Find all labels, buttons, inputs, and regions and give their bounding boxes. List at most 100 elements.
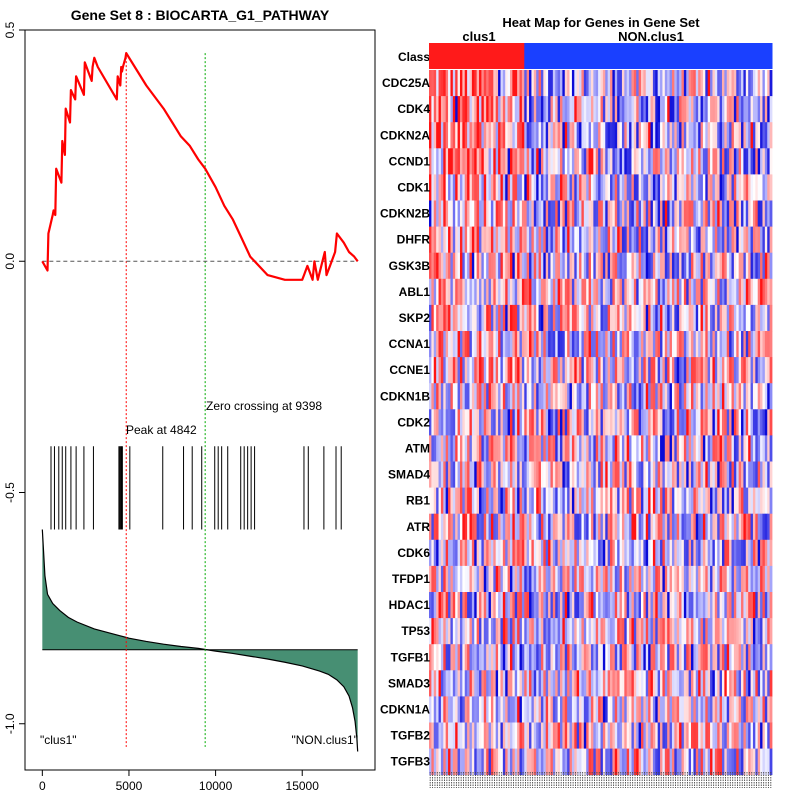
heatmap-cell — [493, 487, 497, 515]
heatmap-cell — [448, 748, 451, 776]
heatmap-cell — [769, 461, 773, 488]
heatmap-cell — [636, 618, 640, 645]
heatmap-cell — [509, 174, 513, 201]
heatmap-cell — [676, 722, 680, 749]
heatmap-cell — [514, 487, 518, 515]
heatmap-cell — [605, 565, 609, 593]
heatmap-cell — [590, 252, 594, 280]
heatmap-cell — [550, 696, 554, 723]
heatmap-cell — [691, 122, 694, 149]
heatmap-cell — [724, 148, 728, 175]
heatmap-cell — [469, 252, 473, 280]
heatmap-cell — [683, 539, 687, 567]
heatmap-cell — [526, 435, 530, 462]
heatmap-cell — [619, 461, 623, 488]
heatmap-cell — [467, 226, 470, 254]
heatmap-cell — [557, 252, 561, 280]
heatmap-cell — [631, 644, 635, 671]
heatmap-cell — [581, 461, 585, 488]
heatmap-cell — [633, 70, 637, 97]
heatmap-cell — [633, 304, 637, 332]
heatmap-cell — [560, 722, 563, 749]
heatmap-cell — [538, 487, 542, 515]
heatmap-cell — [440, 331, 444, 358]
heatmap-cell — [643, 409, 647, 436]
heatmap-cell — [512, 278, 516, 306]
heatmap-cell — [748, 252, 751, 280]
heatmap-cell — [509, 565, 513, 593]
heatmap-cell — [645, 696, 649, 723]
heatmap-cell — [476, 226, 480, 254]
heatmap-cell — [498, 513, 501, 541]
heatmap-cell — [531, 644, 535, 671]
heatmap-cell — [436, 331, 439, 358]
heatmap-cell — [629, 174, 632, 201]
heatmap-cell — [495, 357, 499, 384]
ranked-metric-area — [42, 529, 358, 752]
heatmap-cell — [719, 174, 723, 201]
heatmap-cell — [600, 748, 604, 776]
heatmap-cell — [705, 618, 709, 645]
heatmap-cell — [452, 592, 456, 619]
heatmap-cell — [614, 539, 618, 567]
heatmap-cell — [500, 174, 504, 201]
heatmap-cell — [671, 252, 675, 280]
heatmap-cell — [583, 304, 587, 332]
heatmap-cell — [483, 748, 487, 776]
heatmap-cell — [636, 435, 640, 462]
heatmap-cell — [750, 539, 754, 567]
heatmap-cell — [514, 331, 518, 358]
heatmap-cell — [455, 278, 458, 306]
heatmap-cell — [667, 96, 670, 123]
heatmap-cell — [557, 383, 561, 410]
heatmap-cell — [640, 278, 644, 306]
heatmap-cell — [719, 383, 723, 410]
heatmap-cell — [595, 174, 599, 201]
heatmap-cell — [617, 96, 620, 123]
heatmap-cell — [719, 618, 723, 645]
heatmap-cell — [676, 592, 680, 619]
heatmap-cell — [598, 722, 601, 749]
heatmap-cell — [555, 670, 559, 697]
heatmap-cell — [693, 278, 697, 306]
heatmap-cell — [679, 226, 682, 254]
heatmap-cell — [741, 122, 744, 149]
heatmap-title: Heat Map for Genes in Gene Set — [502, 15, 700, 30]
heatmap-cell — [450, 592, 454, 619]
heatmap-cell — [512, 96, 516, 123]
heatmap-cell — [560, 435, 563, 462]
heatmap-cell — [524, 513, 528, 541]
heatmap-cell — [707, 461, 711, 488]
heatmap-cell — [736, 200, 740, 227]
heatmap-cell — [517, 696, 520, 723]
clus1-annotation: "clus1" — [40, 733, 77, 747]
heatmap-cell — [757, 122, 761, 149]
heatmap-cell — [536, 383, 539, 410]
heatmap-cell — [552, 304, 556, 332]
heatmap-cell — [433, 409, 437, 436]
heatmap-cell — [664, 461, 668, 488]
heatmap-cell — [498, 331, 501, 358]
heatmap-cell — [621, 461, 625, 488]
heatmap-cell — [469, 278, 473, 306]
heatmap-cell — [569, 278, 573, 306]
heatmap-cell — [748, 200, 751, 227]
heatmap-cell — [550, 252, 554, 280]
heatmap-cell — [664, 200, 668, 227]
heatmap-cell — [607, 487, 611, 515]
heatmap-cell — [521, 357, 525, 384]
heatmap-cell — [619, 592, 623, 619]
heatmap-cell — [626, 252, 630, 280]
heatmap-cell — [612, 122, 616, 149]
heatmap-cell — [657, 696, 661, 723]
heatmap-cell — [676, 252, 680, 280]
heatmap-cell — [757, 252, 761, 280]
heatmap-cell — [467, 696, 470, 723]
heatmap-cell — [655, 226, 659, 254]
heatmap-cell — [652, 435, 656, 462]
heatmap-cell — [667, 148, 670, 175]
heatmap-cell — [600, 357, 604, 384]
heatmap-cell — [748, 592, 751, 619]
heatmap-cell — [652, 487, 656, 515]
heatmap-cell — [560, 331, 563, 358]
